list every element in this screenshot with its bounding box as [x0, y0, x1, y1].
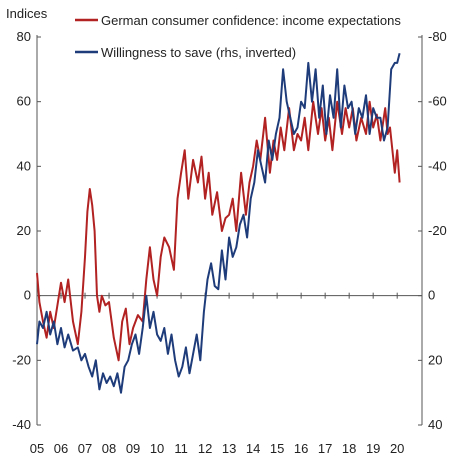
right-tick-label: 40 — [428, 417, 442, 432]
axes: -40 -20 0 20 40 60 80 40 20 0 -20 -40 -60 -80 05 06 07 08… — [12, 29, 447, 456]
series-line-willingness-to-save — [36, 52, 401, 394]
right-tick-label: -20 — [428, 223, 447, 238]
x-tick-label: 13 — [222, 441, 236, 456]
x-tick-label: 08 — [102, 441, 116, 456]
x-tick-label: 10 — [150, 441, 164, 456]
ylabel-left-text: Indices — [6, 6, 48, 21]
legend: German consumer confidence: income expec… — [75, 13, 401, 60]
x-tick-label: 07 — [78, 441, 92, 456]
right-tick-label: -40 — [428, 158, 447, 173]
left-tick-label: 20 — [17, 223, 31, 238]
left-tick-label: 80 — [17, 29, 31, 44]
right-tick-label: 0 — [428, 288, 435, 303]
x-tick-label: 16 — [294, 441, 308, 456]
right-tick-label: -80 — [428, 29, 447, 44]
series-layer — [36, 52, 401, 394]
left-tick-label: 0 — [24, 288, 31, 303]
legend-label-income-expectations: German consumer confidence: income expec… — [101, 13, 401, 28]
right-tick-label: 20 — [428, 352, 442, 367]
x-tick-label: 12 — [198, 441, 212, 456]
legend-label-willingness-to-save: Willingness to save (rhs, inverted) — [101, 45, 296, 60]
x-tick-label: 14 — [246, 441, 260, 456]
left-tick-label: 40 — [17, 158, 31, 173]
x-tick-label: 05 — [30, 441, 44, 456]
x-tick-label: 19 — [366, 441, 380, 456]
right-tick-label: -60 — [428, 94, 447, 109]
left-tick-label: -20 — [12, 352, 31, 367]
ylabel-left: Indices — [6, 6, 48, 21]
x-tick-label: 09 — [126, 441, 140, 456]
x-tick-label: 20 — [390, 441, 404, 456]
x-tick-label: 17 — [318, 441, 332, 456]
x-tick-label: 18 — [342, 441, 356, 456]
left-tick-label: -40 — [12, 417, 31, 432]
series-line-income-expectations — [36, 100, 401, 362]
x-tick-label: 06 — [54, 441, 68, 456]
x-tick-label: 15 — [270, 441, 284, 456]
left-tick-label: 60 — [17, 94, 31, 109]
x-tick-label: 11 — [174, 441, 188, 456]
